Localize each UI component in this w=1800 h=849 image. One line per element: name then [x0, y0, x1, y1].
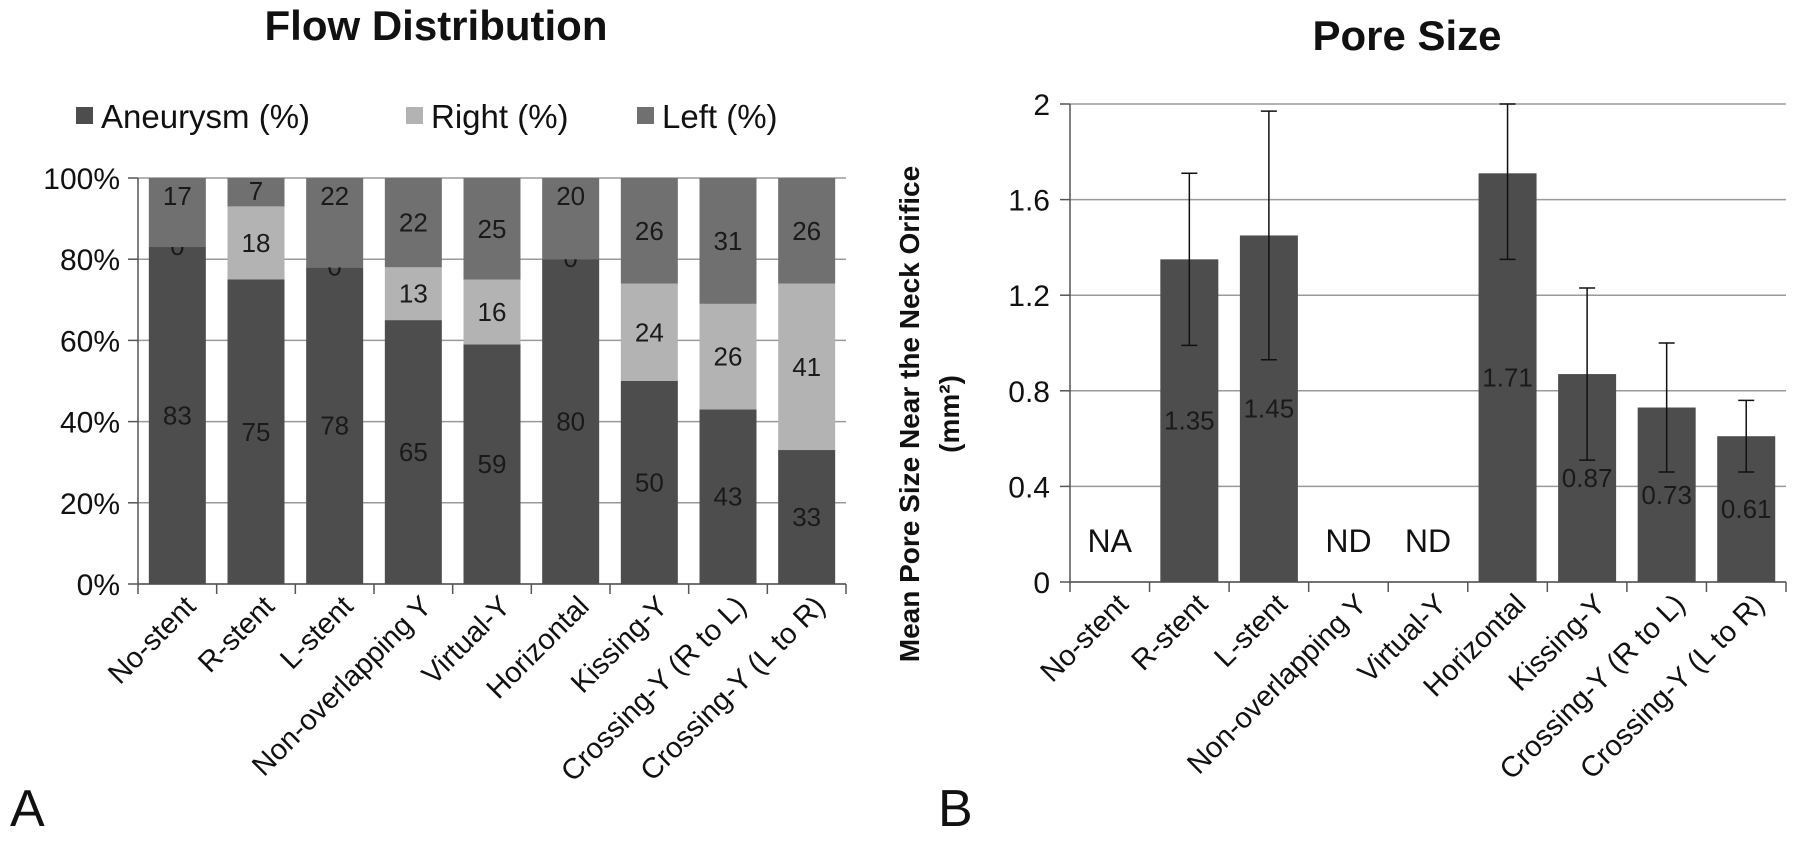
panel-b-ylabel-unit: (mm²)	[934, 375, 965, 453]
panel-b-title: Pore Size	[1312, 12, 1501, 59]
panel-a-data-label: 65	[399, 437, 428, 467]
panel-a-data-label: 22	[320, 181, 349, 211]
panel-a-category-label: R-stent	[192, 590, 281, 679]
panel-a-data-label: 17	[163, 181, 192, 211]
panel-a-data-label: 18	[242, 228, 271, 258]
panel-b-category-label: No-stent	[1035, 588, 1135, 688]
panel-b-data-label: 1.71	[1482, 363, 1533, 393]
panel-b-ytick-label: 0.4	[1008, 471, 1050, 504]
panel-b-data-label: 1.45	[1244, 394, 1295, 424]
panel-b-data-label: 0.87	[1562, 463, 1613, 493]
panel-a-title: Flow Distribution	[265, 2, 608, 49]
panel-a-bar-segment	[778, 283, 836, 451]
panel-b-data-label: 0.73	[1641, 480, 1692, 510]
panel-a-data-label: 83	[163, 401, 192, 431]
panel-a-ytick-label: 100%	[43, 163, 120, 196]
panel-a-data-label: 26	[635, 216, 664, 246]
panel-b-plot: 00.40.81.21.62NANo-stent1.35R-stent1.45L…	[1008, 89, 1787, 786]
panel-a-bar-segment	[463, 279, 521, 345]
panel-b-na-label: NA	[1088, 523, 1133, 559]
panel-a-legend-swatch	[76, 107, 93, 124]
panel-a-ytick-label: 20%	[60, 488, 120, 521]
panel-b-na-label: ND	[1405, 523, 1451, 559]
panel-a-legend-label: Left (%)	[662, 98, 778, 135]
panel-a-bar-segment	[384, 178, 442, 268]
panel-a-data-label: 31	[714, 226, 743, 256]
panel-a-bar-segment	[699, 178, 757, 304]
panel-b-category-label: R-stent	[1126, 588, 1215, 677]
panel-a-bar-segment	[227, 178, 285, 207]
panel-a-data-label: 33	[792, 502, 821, 532]
panel-a-ytick-label: 0%	[77, 569, 120, 602]
panel-b-ytick-label: 2	[1033, 89, 1050, 122]
panel-a-data-label: 22	[399, 208, 428, 238]
panel-a-data-label: 78	[320, 411, 349, 441]
panel-a-ytick-label: 60%	[60, 325, 120, 358]
panel-a-legend-swatch	[406, 107, 423, 124]
panel-a-bar-segment	[463, 178, 521, 280]
panel-a-data-label: 16	[478, 297, 507, 327]
panel-a-bar-segment	[699, 409, 757, 584]
panel-a-plot: 0%20%40%60%80%100%83017No-stent75187R-st…	[43, 163, 847, 788]
panel-a-bar-segment	[148, 247, 206, 584]
panel-a-bar-segment	[620, 381, 678, 584]
panel-a-bar-segment	[542, 259, 600, 584]
panel-a-bar-segment	[542, 178, 600, 260]
panel-a-bar-segment	[778, 178, 836, 284]
panel-a-bar-segment	[463, 344, 521, 584]
panel-a-bar-segment	[384, 267, 442, 321]
panel-a-bar-segment	[620, 283, 678, 381]
panel-b-label: B	[938, 780, 973, 838]
panel-a-bar-segment	[620, 178, 678, 284]
panel-a-bar-segment	[306, 267, 364, 584]
panel-a-ytick-label: 40%	[60, 407, 120, 440]
panel-a-data-label: 25	[478, 214, 507, 244]
panel-a-data-label: 26	[714, 342, 743, 372]
panel-a-legend-label: Right (%)	[431, 98, 569, 135]
panel-a-data-label: 24	[635, 317, 664, 347]
panel-b-ytick-label: 0.8	[1008, 376, 1050, 409]
panel-b-data-label: 0.61	[1721, 494, 1772, 524]
panel-a-bar-segment	[778, 450, 836, 584]
panel-b-ytick-label: 1.6	[1008, 185, 1050, 218]
panel-b-ylabel-text: Mean Pore Size Near the Neck Orifice	[894, 166, 925, 662]
panel-a-data-label: 43	[714, 482, 743, 512]
panel-a-data-label: 59	[478, 449, 507, 479]
panel-b-ytick-label: 0	[1033, 567, 1050, 600]
panel-a-bar-segment	[699, 303, 757, 410]
panel-a-data-label: 80	[556, 407, 585, 437]
panel-a-label: A	[10, 780, 45, 838]
panel-a-legend-label: Aneurysm (%)	[101, 98, 310, 135]
panel-a-category-label: No-stent	[102, 590, 202, 690]
panel-a-bar-segment	[148, 178, 206, 248]
panel-a-data-label: 26	[792, 216, 821, 246]
panel-b-data-label: 1.35	[1164, 406, 1215, 436]
panel-a-data-label: 50	[635, 468, 664, 498]
panel-a-data-label: 20	[556, 181, 585, 211]
panel-a-legend: Aneurysm (%) Right (%) Left (%)	[76, 98, 778, 135]
panel-a-data-label: 13	[399, 279, 428, 309]
panel-a-bar-segment	[227, 206, 285, 280]
panel-a-bar-segment	[306, 178, 364, 268]
panel-b-ylabel: Mean Pore Size Near the Neck Orifice (mm…	[894, 166, 965, 662]
panel-a-data-label: 41	[792, 352, 821, 382]
panel-b-ytick-label: 1.2	[1008, 280, 1050, 313]
panel-a-data-label: 75	[242, 417, 271, 447]
panel-a-data-label: 7	[249, 176, 263, 206]
panel-a-ytick-label: 80%	[60, 244, 120, 277]
panel-a-bar-segment	[227, 279, 285, 584]
panel-a-bar-segment	[384, 320, 442, 584]
panel-a-legend-swatch	[637, 107, 654, 124]
panel-b-na-label: ND	[1325, 523, 1371, 559]
